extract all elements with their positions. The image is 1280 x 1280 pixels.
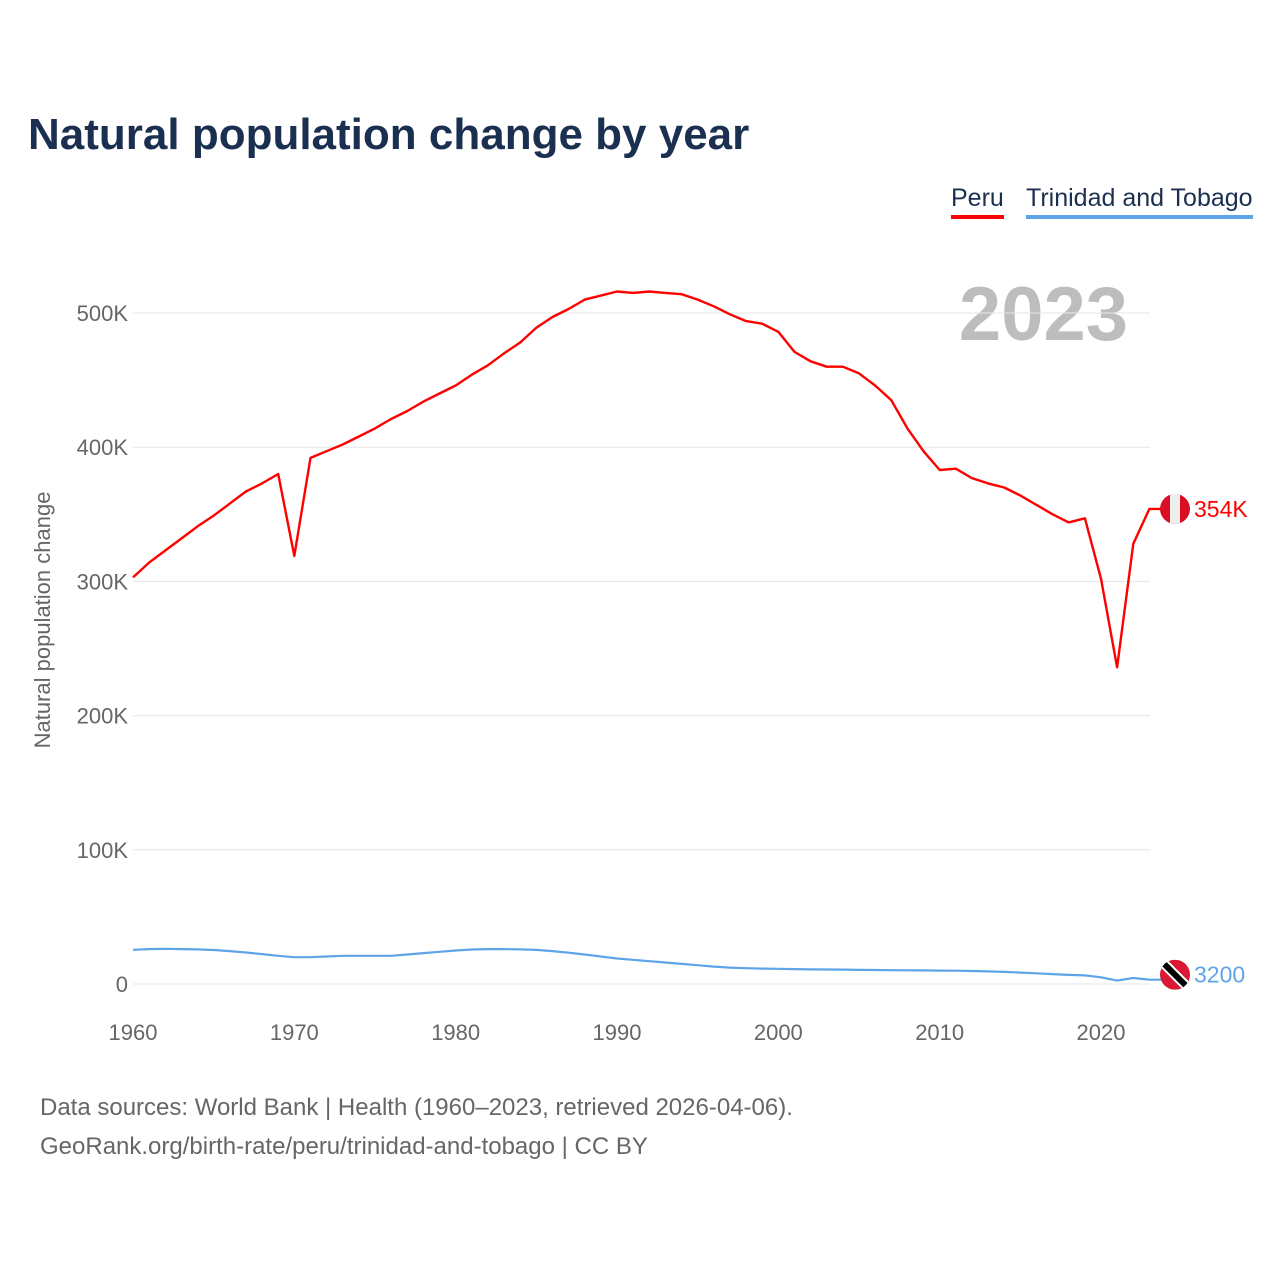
y-tick-label: 200K [77,704,129,729]
x-tick-label: 2000 [754,1020,803,1045]
x-tick-label: 2010 [915,1020,964,1045]
y-tick-label: 0 [116,972,128,997]
legend-item-peru[interactable]: Peru [951,184,1004,219]
x-tick-label: 1960 [109,1020,158,1045]
series-line-peru [132,290,1162,669]
x-tick-label: 2020 [1077,1020,1126,1045]
y-tick-label: 300K [77,569,129,594]
flag-trinidad-and-tobago-icon [1160,959,1190,990]
source-url: GeoRank.org/birth-rate/peru/trinidad-and… [40,1133,648,1160]
y-tick-label: 500K [77,301,129,326]
chart-footer: Data sources: World Bank | Health (1960–… [40,1088,793,1166]
y-tick-label: 400K [77,435,129,460]
end-value-label-peru: 354K [1194,496,1248,522]
source-text: Data sources: World Bank | Health (1960–… [40,1094,793,1121]
y-axis-label: Natural population change [30,492,55,749]
chart-title: Natural population change by year [28,110,750,159]
legend-item-trinidad-and-tobago[interactable]: Trinidad and Tobago [1026,184,1253,219]
x-tick-label: 1970 [270,1020,319,1045]
x-tick-label: 1980 [431,1020,480,1045]
y-tick-label: 100K [77,838,129,863]
end-value-label-trinidad-and-tobago: 3200 [1194,962,1245,988]
series-line-trinidad-and-tobago [132,947,1162,982]
flag-peru-icon [1160,493,1190,524]
year-label: 2023 [959,272,1128,357]
x-tick-label: 1990 [593,1020,642,1045]
